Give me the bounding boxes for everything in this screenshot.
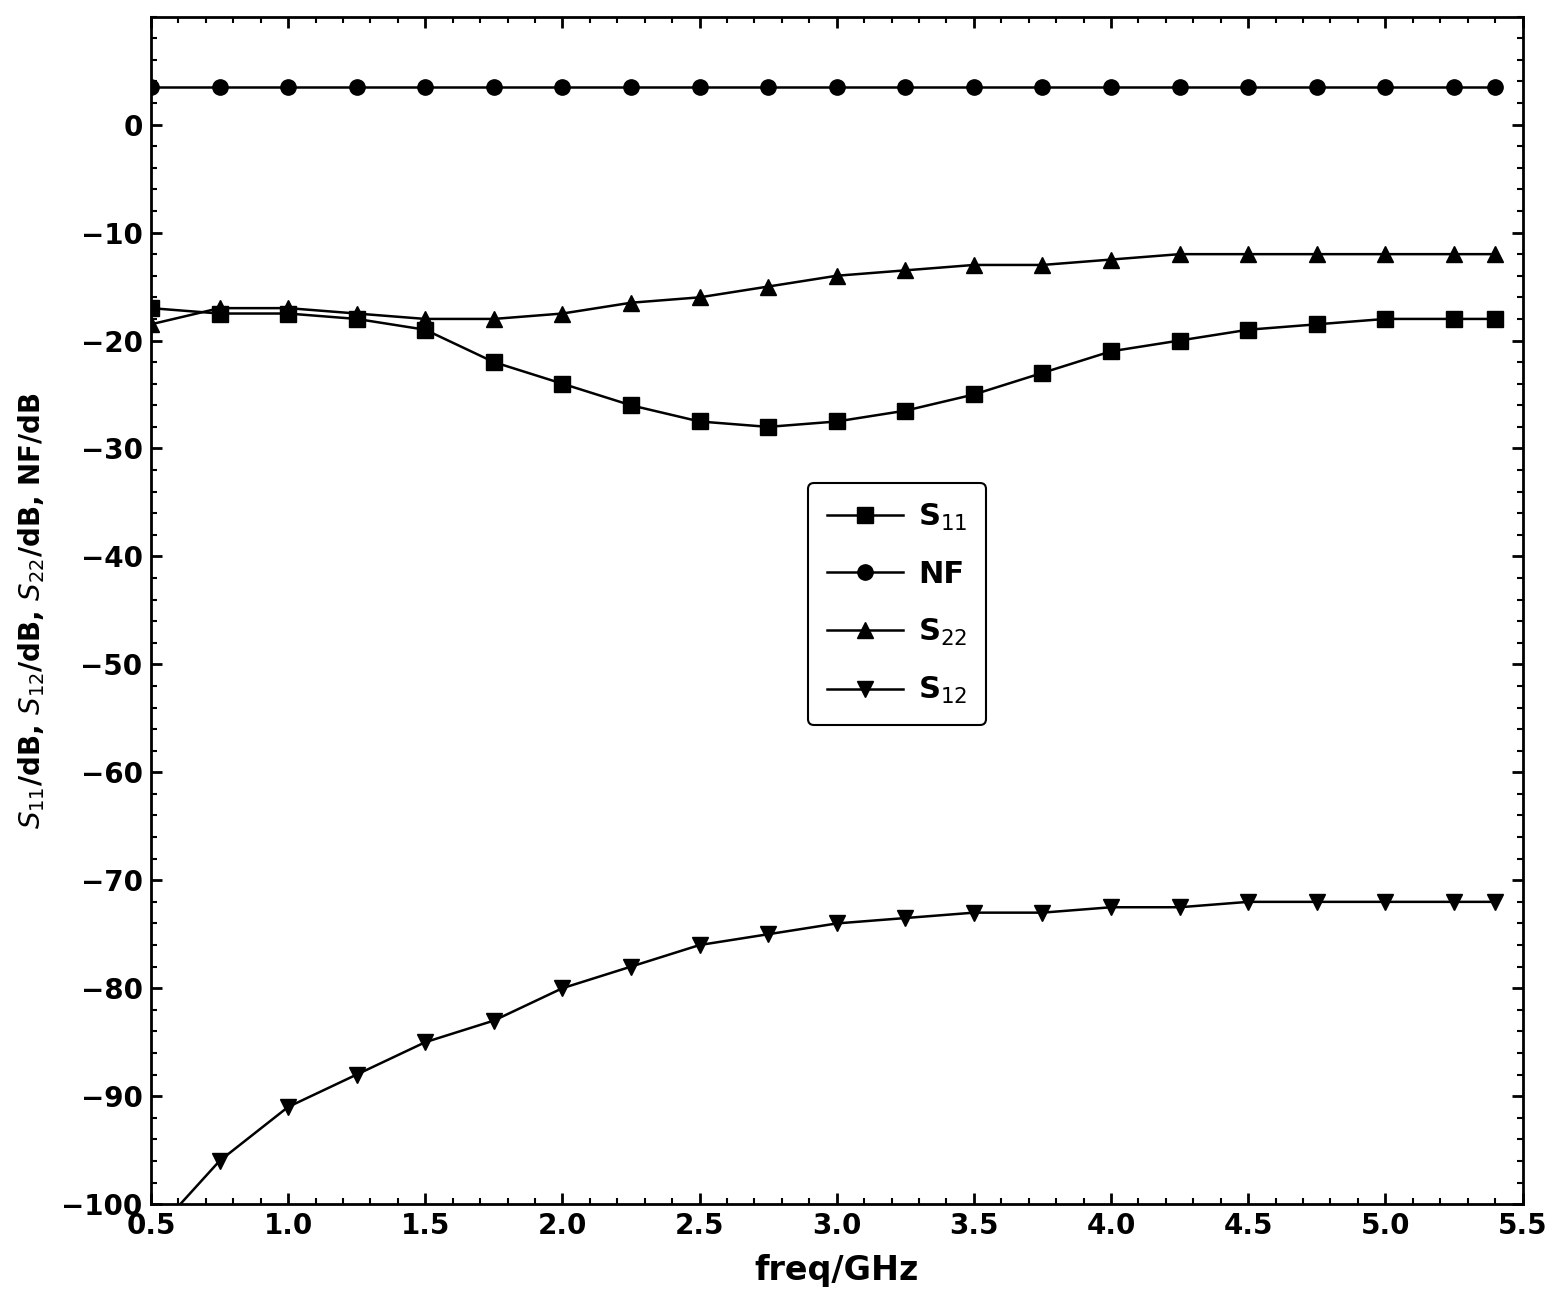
NF [485, 80, 504, 95]
S$_{12}$ [416, 1034, 435, 1050]
S$_{12}$ [1170, 900, 1189, 915]
S$_{22}$ [690, 289, 708, 305]
S$_{12}$ [142, 1228, 161, 1244]
S$_{12}$ [1376, 895, 1395, 910]
S$_{12}$ [554, 981, 572, 996]
S$_{11}$ [1034, 365, 1053, 381]
NF [1034, 80, 1053, 95]
NF [278, 80, 297, 95]
S$_{11}$ [554, 376, 572, 391]
S$_{22}$ [1239, 246, 1257, 262]
NF [210, 80, 228, 95]
S$_{22}$ [347, 305, 366, 321]
S$_{12}$ [1445, 895, 1464, 910]
NF [1101, 80, 1120, 95]
S$_{22}$ [278, 300, 297, 316]
S$_{12}$ [965, 905, 984, 921]
S$_{12}$ [347, 1067, 366, 1082]
S$_{12}$ [1034, 905, 1053, 921]
S$_{11}$ [278, 305, 297, 321]
S$_{11}$ [1308, 317, 1326, 333]
Y-axis label: $S_{11}$/dB, $S_{12}$/dB, $S_{22}$/dB, NF/dB: $S_{11}$/dB, $S_{12}$/dB, $S_{22}$/dB, N… [17, 393, 47, 829]
S$_{22}$ [1170, 246, 1189, 262]
S$_{11}$ [485, 355, 504, 370]
S$_{22}$ [485, 312, 504, 327]
X-axis label: freq/GHz: freq/GHz [754, 1254, 920, 1287]
NF [621, 80, 640, 95]
NF [416, 80, 435, 95]
NF [1445, 80, 1464, 95]
S$_{12}$ [759, 926, 777, 941]
S$_{11}$ [347, 312, 366, 327]
S$_{12}$ [690, 938, 708, 953]
NF [827, 80, 846, 95]
S$_{12}$ [1239, 895, 1257, 910]
S$_{11}$ [759, 419, 777, 434]
S$_{11}$ [896, 403, 915, 419]
S$_{11}$ [1170, 333, 1189, 348]
S$_{11}$ [1376, 312, 1395, 327]
Line: NF: NF [144, 80, 1503, 94]
S$_{12}$ [485, 1013, 504, 1029]
S$_{11}$ [690, 413, 708, 429]
S$_{22}$ [1101, 252, 1120, 267]
S$_{12}$ [1486, 895, 1505, 910]
S$_{12}$ [827, 915, 846, 931]
S$_{22}$ [896, 262, 915, 278]
S$_{12}$ [621, 958, 640, 974]
S$_{22}$ [1034, 257, 1053, 273]
NF [1376, 80, 1395, 95]
S$_{11}$ [965, 387, 984, 403]
NF [1308, 80, 1326, 95]
S$_{11}$ [210, 305, 228, 321]
NF [965, 80, 984, 95]
S$_{11}$ [1239, 322, 1257, 338]
S$_{22}$ [1445, 246, 1464, 262]
S$_{12}$ [278, 1099, 297, 1115]
S$_{22}$ [621, 295, 640, 310]
NF [1486, 80, 1505, 95]
S$_{11}$ [1101, 343, 1120, 359]
Legend: S$_{11}$, NF, S$_{22}$, S$_{12}$: S$_{11}$, NF, S$_{22}$, S$_{12}$ [809, 484, 985, 725]
NF [690, 80, 708, 95]
S$_{22}$ [210, 300, 228, 316]
S$_{11}$ [1486, 312, 1505, 327]
S$_{22}$ [1486, 246, 1505, 262]
NF [1239, 80, 1257, 95]
S$_{22}$ [759, 279, 777, 295]
S$_{11}$ [1445, 312, 1464, 327]
S$_{22}$ [1376, 246, 1395, 262]
S$_{12}$ [210, 1153, 228, 1168]
S$_{11}$ [827, 413, 846, 429]
NF [896, 80, 915, 95]
S$_{11}$ [416, 322, 435, 338]
S$_{22}$ [1308, 246, 1326, 262]
S$_{22}$ [416, 312, 435, 327]
S$_{12}$ [896, 910, 915, 926]
NF [1170, 80, 1189, 95]
NF [142, 80, 161, 95]
S$_{22}$ [965, 257, 984, 273]
S$_{22}$ [554, 305, 572, 321]
NF [554, 80, 572, 95]
S$_{11}$ [621, 398, 640, 413]
NF [347, 80, 366, 95]
Line: S$_{12}$: S$_{12}$ [144, 895, 1503, 1244]
S$_{22}$ [142, 317, 161, 333]
Line: S$_{22}$: S$_{22}$ [144, 246, 1503, 333]
Line: S$_{11}$: S$_{11}$ [144, 300, 1503, 434]
S$_{12}$ [1101, 900, 1120, 915]
S$_{22}$ [827, 267, 846, 283]
S$_{12}$ [1308, 895, 1326, 910]
S$_{11}$ [142, 300, 161, 316]
NF [759, 80, 777, 95]
